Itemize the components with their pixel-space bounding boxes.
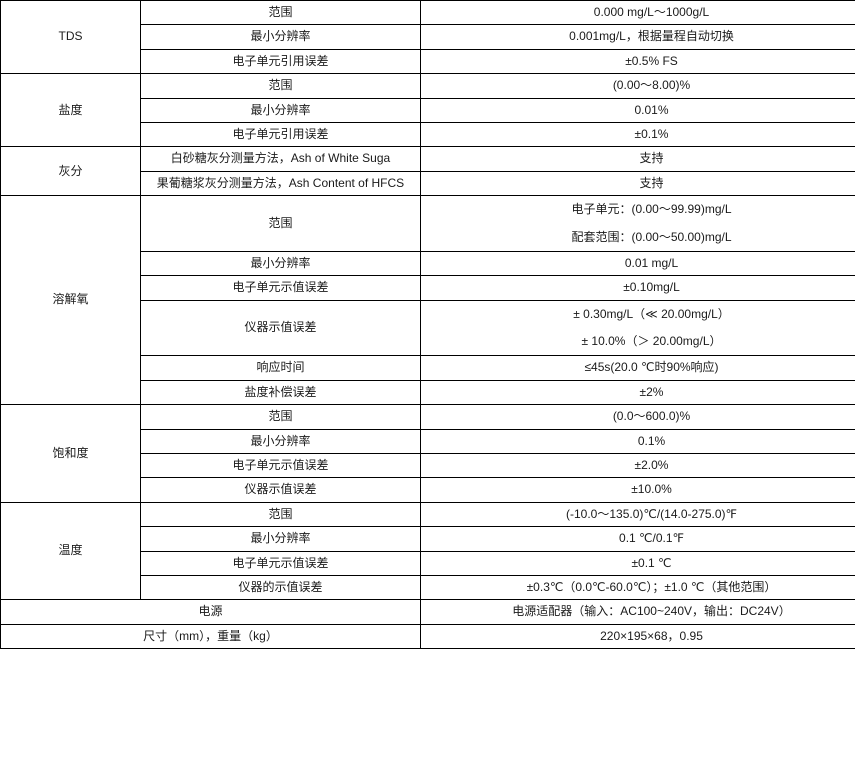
value-cell: ±0.1% [420, 121, 855, 148]
value-cell: (0.00～8.00)% [420, 73, 855, 99]
param-cell: 果葡糖浆灰分测量方法，Ash Content of HFCS [140, 170, 421, 197]
param-cell: 电子单元示值误差 [140, 550, 421, 576]
table-row: 最小分辨率 0.1 ℃/0.1℉ [1, 526, 855, 552]
table-row: 电子单元示值误差 ±0.1 ℃ [1, 550, 855, 576]
value-line: ± 10.0%（＞ 20.00mg/L） [581, 334, 722, 349]
value-cell: (-10.0～135.0)℃/(14.0-275.0)℉ [420, 501, 855, 528]
value-line: ± 0.30mg/L（≪ 20.00mg/L） [573, 306, 730, 321]
param-cell: 白砂糖灰分测量方法，Ash of White Suga [140, 146, 421, 172]
specifications-table-body: TDS 范围 0.000 mg/L～1000g/L 最小分辨率 0.001mg/… [0, 0, 855, 650]
value-cell: (0.0～600.0)% [420, 404, 855, 430]
table-row: 溶解氧 范围 电子单元：(0.00～99.99)mg/L 配套范围：(0.00～… [0, 195, 855, 406]
table-row: 灰分 白砂糖灰分测量方法，Ash of White Suga 支持 [0, 146, 855, 197]
param-cell: 范围 [140, 73, 421, 99]
table-row: 饱和度 范围 (0.0～600.0)% [0, 404, 855, 503]
group-label-ash: 灰分 [0, 146, 141, 197]
table-row: TDS 范围 0.000 mg/L～1000g/L [0, 0, 855, 75]
value-cell: ±0.5% FS [420, 48, 855, 75]
value-cell: 电源适配器（输入：AC100~240V，输出：DC24V） [420, 599, 855, 625]
value-cell: ±0.1 ℃ [420, 550, 855, 576]
param-cell: 范围 [140, 404, 421, 430]
param-cell: 最小分辨率 [140, 250, 421, 277]
specifications-table: TDS 范围 0.000 mg/L～1000g/L 最小分辨率 0.001mg/… [0, 0, 855, 650]
value-cell: ≤45s(20.0 ℃时90%响应) [420, 355, 855, 381]
value-cell: 0.000 mg/L～1000g/L [420, 0, 855, 26]
table-row: 最小分辨率 0.01% [1, 97, 855, 123]
table-row: 电子单元示值误差 ±2.0% [1, 453, 855, 479]
value-line: 电子单元：(0.00～99.99)mg/L [571, 202, 732, 217]
value-cell: 0.1% [420, 428, 855, 455]
param-cell: 最小分辨率 [140, 97, 421, 123]
value-cell: 0.001mg/L，根据量程自动切换 [420, 24, 855, 50]
table-row: 仪器示值误差 ± 0.30mg/L（≪ 20.00mg/L） ± 10.0%（＞… [1, 299, 855, 357]
table-row: 盐度 范围 (0.00～8.00)% [0, 73, 855, 148]
param-cell: 电子单元引用误差 [140, 48, 421, 75]
table-row: 电子单元引用误差 ±0.5% FS [1, 48, 855, 75]
value-cell: 电子单元：(0.00～99.99)mg/L 配套范围：(0.00～50.00)m… [420, 195, 855, 252]
table-row: 响应时间 ≤45s(20.0 ℃时90%响应) [1, 355, 855, 381]
table-row: 最小分辨率 0.01 mg/L [1, 250, 855, 277]
param-cell: 范围 [140, 195, 421, 252]
table-row: 果葡糖浆灰分测量方法，Ash Content of HFCS 支持 [1, 170, 855, 197]
table-row: 最小分辨率 0.001mg/L，根据量程自动切换 [1, 24, 855, 50]
value-cell: 220×195×68，0.95 [420, 623, 855, 650]
table-row: 电子单元引用误差 ±0.1% [1, 121, 855, 148]
table-row: 尺寸（mm），重量（kg） 220×195×68，0.95 [0, 623, 855, 650]
param-cell: 仪器的示值误差 [140, 574, 421, 601]
param-cell: 电子单元引用误差 [140, 121, 421, 148]
param-cell: 最小分辨率 [140, 24, 421, 50]
param-cell: 电子单元示值误差 [140, 275, 421, 301]
value-cell: ±0.3℃（0.0℃-60.0℃）；±1.0 ℃（其他范围） [420, 574, 855, 601]
value-cell: ±10.0% [420, 477, 855, 503]
table-row: 最小分辨率 0.1% [1, 428, 855, 455]
group-label-tds: TDS [0, 0, 141, 75]
table-row: 盐度补偿误差 ±2% [1, 379, 855, 406]
value-cell: ±0.10mg/L [420, 275, 855, 301]
table-row: 仪器示值误差 ±10.0% [1, 477, 855, 503]
param-cell: 响应时间 [140, 355, 421, 381]
value-cell: 0.01 mg/L [420, 250, 855, 277]
group-label-temperature: 温度 [0, 501, 141, 601]
param-cell: 范围 [140, 0, 421, 26]
value-cell: 0.01% [420, 97, 855, 123]
value-cell: 0.1 ℃/0.1℉ [420, 526, 855, 552]
value-cell: ±2.0% [420, 453, 855, 479]
table-row: 电子单元示值误差 ±0.10mg/L [1, 275, 855, 301]
param-cell: 最小分辨率 [140, 526, 421, 552]
table-row: 电源 电源适配器（输入：AC100~240V，输出：DC24V） [0, 599, 855, 625]
param-cell: 电子单元示值误差 [140, 453, 421, 479]
group-label-saturation: 饱和度 [0, 404, 141, 503]
value-cell: ±2% [420, 379, 855, 406]
param-cell: 盐度补偿误差 [140, 379, 421, 406]
value-cell: ± 0.30mg/L（≪ 20.00mg/L） ± 10.0%（＞ 20.00m… [420, 299, 855, 357]
param-cell: 范围 [140, 501, 421, 528]
value-line: 配套范围：(0.00～50.00)mg/L [571, 229, 732, 244]
table-row: 温度 范围 (-10.0～135.0)℃/(14.0-275.0)℉ [0, 501, 855, 601]
param-cell: 仪器示值误差 [140, 299, 421, 357]
value-cell: 支持 [420, 146, 855, 172]
value-cell: 支持 [420, 170, 855, 197]
footer-label-power: 电源 [0, 599, 421, 625]
group-label-salinity: 盐度 [0, 73, 141, 148]
group-label-dissolved-oxygen: 溶解氧 [0, 195, 141, 406]
footer-label-dimensions-weight: 尺寸（mm），重量（kg） [0, 623, 421, 650]
param-cell: 仪器示值误差 [140, 477, 421, 503]
param-cell: 最小分辨率 [140, 428, 421, 455]
